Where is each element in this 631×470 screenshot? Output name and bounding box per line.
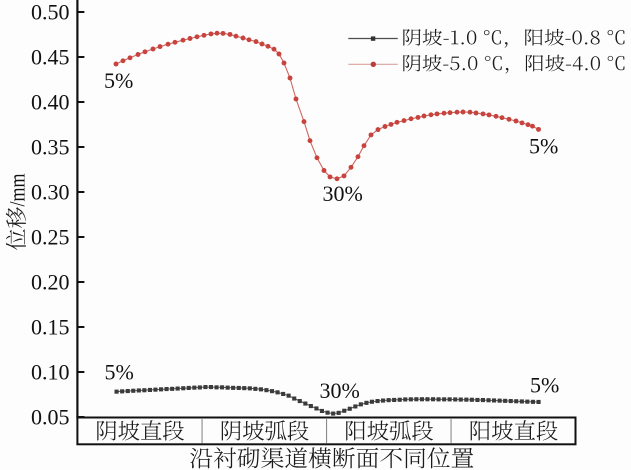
svg-text:5%: 5% [105, 360, 134, 385]
svg-text:0.45: 0.45 [31, 44, 70, 69]
svg-text:30%: 30% [320, 378, 360, 403]
svg-text:0.20: 0.20 [31, 269, 70, 294]
svg-text:5%: 5% [530, 373, 559, 398]
svg-text:0.35: 0.35 [31, 134, 70, 159]
svg-text:5%: 5% [104, 68, 133, 93]
svg-text:0.05: 0.05 [31, 404, 70, 429]
svg-text:0.10: 0.10 [31, 359, 70, 384]
svg-text:0.30: 0.30 [31, 179, 70, 204]
svg-text:0.15: 0.15 [31, 314, 70, 339]
svg-text:0.50: 0.50 [31, 0, 70, 24]
svg-text:0.25: 0.25 [31, 224, 70, 249]
svg-text:5%: 5% [529, 134, 558, 159]
svg-text:0.40: 0.40 [31, 89, 70, 114]
svg-text:/mm: /mm [4, 174, 29, 207]
svg-text:30%: 30% [323, 181, 363, 206]
